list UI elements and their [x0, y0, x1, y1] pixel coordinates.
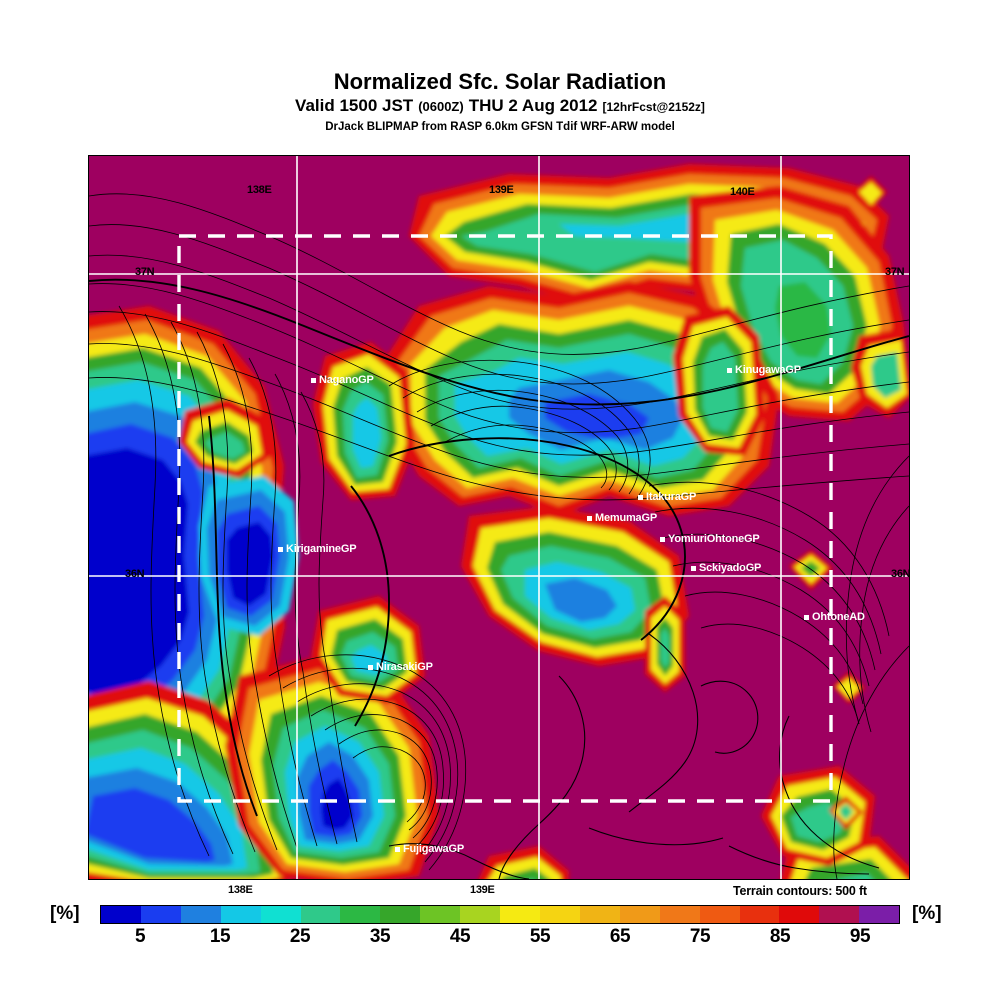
station-marker-ohtonead[interactable]: OhtoneAD — [804, 612, 865, 623]
colorbar-segment-16 — [739, 906, 780, 923]
colorbar-tick-55: 55 — [529, 926, 551, 947]
graticule-lines — [89, 156, 909, 879]
colorbar-segment-11 — [539, 906, 580, 923]
station-label: NirasakiGP — [376, 661, 433, 673]
station-label: OhtoneAD — [812, 611, 865, 623]
station-dot-icon — [638, 494, 643, 500]
station-dot-icon — [727, 367, 732, 373]
station-marker-yomiuriohtonegp[interactable]: YomiuriOhtoneGP — [660, 534, 760, 545]
station-marker-itakuragp[interactable]: ItakuraGP — [638, 492, 696, 503]
colorbar-segment-5 — [300, 906, 341, 923]
station-label: MemumaGP — [595, 512, 657, 524]
station-dot-icon — [660, 536, 665, 542]
station-label: SckiyadoGP — [699, 562, 762, 574]
colorbar-segment-10 — [500, 906, 540, 923]
station-marker-kirigaminegp[interactable]: KirigamineGP — [278, 543, 357, 555]
valid-date: THU 2 Aug 2012 — [468, 96, 598, 115]
lon-label-138e-top: 138E — [247, 184, 272, 196]
map-panel[interactable]: 138E 139E 140E 37N 37N 36N 36N NaganoGP … — [88, 155, 910, 880]
station-marker-naganogp[interactable]: NaganoGP — [311, 375, 374, 386]
colorbar-segment-15 — [699, 906, 740, 923]
subdomain-dashed-box — [177, 234, 833, 803]
lat-label-37n-right: 37N — [885, 266, 905, 278]
colorbar-segment-9 — [460, 906, 501, 923]
colorbar-segment-2 — [180, 906, 221, 923]
colorbar-segment-14 — [659, 906, 700, 923]
lon-label-140e-top: 140E — [730, 186, 755, 198]
station-dot-icon — [311, 377, 316, 383]
colorbar-segment-18 — [819, 906, 860, 923]
station-dot-icon — [804, 614, 809, 620]
terrain-contour-note: Terrain contours: 500 ft — [733, 884, 867, 898]
colorbar-tick-75: 75 — [689, 926, 711, 947]
valid-time-prefix: Valid 1500 JST — [295, 96, 414, 115]
station-marker-memumagp[interactable]: MemumaGP — [587, 513, 657, 524]
lat-label-36n-left: 36N — [125, 568, 145, 580]
colorbar-tick-5: 5 — [134, 926, 146, 947]
colorbar-segment-13 — [619, 906, 660, 923]
colorbar-unit-left: [%] — [50, 903, 80, 924]
title-block: Normalized Sfc. Solar Radiation Valid 15… — [0, 70, 1000, 134]
forecast-tag: [12hrFcst@2152z] — [602, 100, 705, 114]
colorbar-tick-45: 45 — [449, 926, 471, 947]
colorbar-segment-4 — [260, 906, 301, 923]
lon-label-139e-bottom: 139E — [470, 884, 495, 896]
colorbar-segment-19 — [859, 906, 900, 923]
colorbar-segment-17 — [779, 906, 820, 923]
colorbar-segment-6 — [340, 906, 381, 923]
station-dot-icon — [691, 565, 696, 571]
station-dot-icon — [278, 546, 283, 552]
station-dot-icon — [368, 664, 373, 670]
station-label: ItakuraGP — [646, 491, 697, 503]
lon-label-139e-top: 139E — [489, 184, 514, 196]
map-raster — [89, 156, 909, 879]
page-title: Normalized Sfc. Solar Radiation — [333, 69, 667, 94]
station-label: KirigamineGP — [286, 543, 357, 555]
colorbar-segment-3 — [220, 906, 261, 923]
lat-label-36n-right: 36N — [891, 568, 910, 580]
lat-label-37n-left: 37N — [135, 266, 155, 278]
colorbar-unit-right: [%] — [912, 903, 942, 924]
colorbar-segment-12 — [579, 906, 620, 923]
colorbar-segment-7 — [380, 906, 421, 923]
model-source-line: DrJack BLIPMAP from RASP 6.0km GFSN Tdif… — [325, 121, 675, 133]
station-dot-icon — [587, 515, 592, 521]
colorbar-segment-0 — [101, 906, 141, 923]
station-dot-icon — [395, 846, 400, 852]
colorbar-segment-1 — [140, 906, 181, 923]
colorbar-tick-35: 35 — [369, 926, 391, 947]
station-marker-nirasakigp[interactable]: NirasakiGP — [368, 662, 433, 673]
station-label: FujigawaGP — [403, 843, 464, 855]
station-label: NaganoGP — [319, 374, 374, 386]
colorbar-tick-85: 85 — [769, 926, 791, 947]
station-marker-fujigawagp[interactable]: FujigawaGP — [395, 844, 464, 855]
colorbar: [%] [%] 5 15 25 35 45 55 65 75 85 95 — [0, 898, 1000, 958]
colorbar-tick-25: 25 — [289, 926, 311, 947]
colorbar-segment-8 — [420, 906, 461, 923]
lon-label-138e-bottom: 138E — [228, 884, 253, 896]
colorbar-tick-65: 65 — [609, 926, 631, 947]
station-marker-kinugawagp[interactable]: KinugawaGP — [727, 365, 801, 376]
station-label: YomiuriOhtoneGP — [668, 533, 760, 545]
valid-time-utc: (0600Z) — [418, 99, 464, 114]
colorbar-tick-15: 15 — [209, 926, 231, 947]
solar-radiation-field — [89, 164, 909, 879]
colorbar-tick-95: 95 — [849, 926, 871, 947]
colorbar-strip[interactable] — [100, 905, 900, 924]
station-marker-sckiyadogp[interactable]: SckiyadoGP — [691, 563, 761, 574]
station-label: KinugawaGP — [735, 364, 801, 376]
valid-time-line: Valid 1500 JST (0600Z) THU 2 Aug 2012 [12hr… — [0, 96, 1000, 117]
